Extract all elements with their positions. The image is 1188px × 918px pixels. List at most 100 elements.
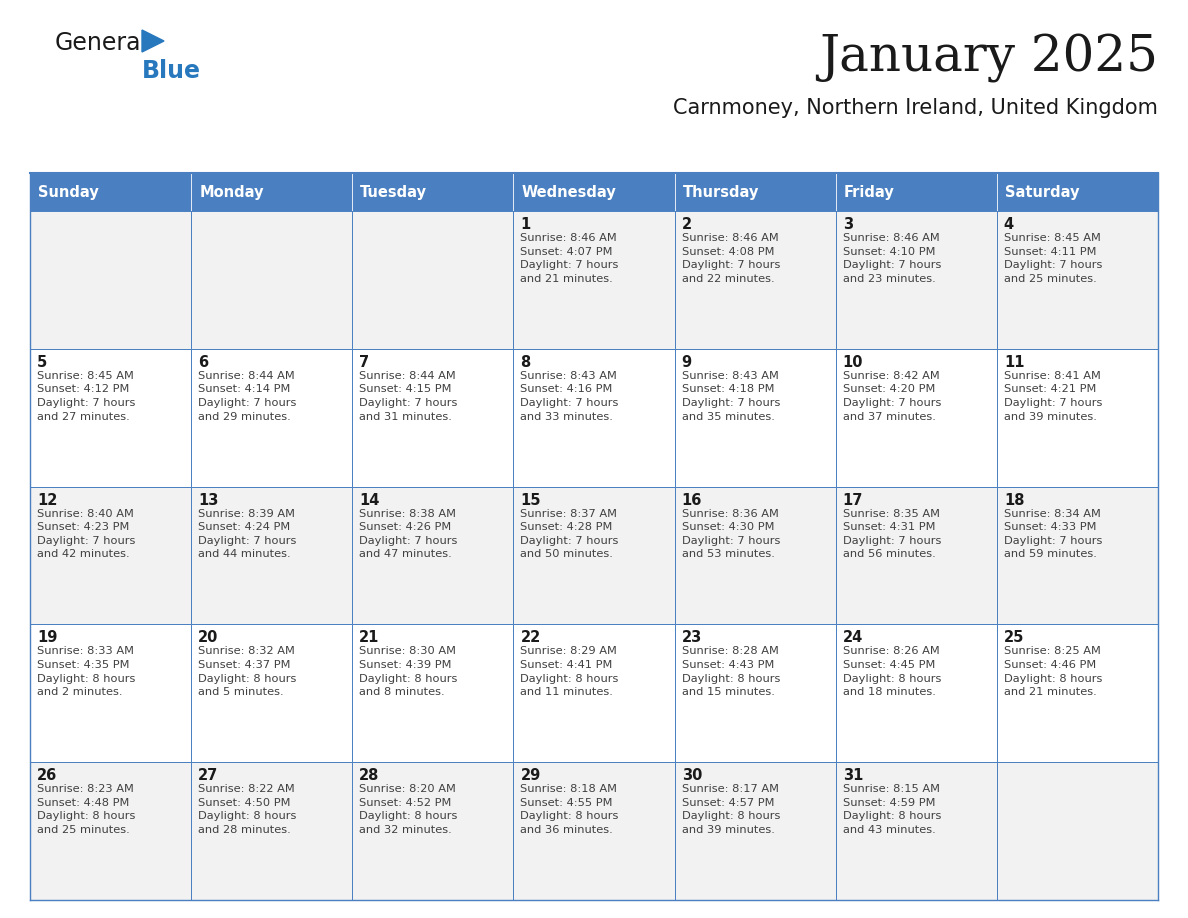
- Text: 28: 28: [359, 768, 380, 783]
- Text: 15: 15: [520, 493, 541, 508]
- Bar: [675, 487, 835, 624]
- Text: Sunrise: 8:34 AM
Sunset: 4:33 PM
Daylight: 7 hours
and 59 minutes.: Sunrise: 8:34 AM Sunset: 4:33 PM Dayligh…: [1004, 509, 1102, 559]
- Bar: [30, 762, 191, 900]
- Text: Sunday: Sunday: [38, 185, 99, 199]
- Text: Sunrise: 8:23 AM
Sunset: 4:48 PM
Daylight: 8 hours
and 25 minutes.: Sunrise: 8:23 AM Sunset: 4:48 PM Dayligh…: [37, 784, 135, 835]
- Text: 11: 11: [1004, 354, 1024, 370]
- Bar: [30, 211, 191, 349]
- Bar: [30, 624, 191, 762]
- Text: 29: 29: [520, 768, 541, 783]
- Bar: [30, 349, 191, 487]
- Text: 13: 13: [198, 493, 219, 508]
- Bar: [353, 349, 513, 487]
- Text: Sunrise: 8:15 AM
Sunset: 4:59 PM
Daylight: 8 hours
and 43 minutes.: Sunrise: 8:15 AM Sunset: 4:59 PM Dayligh…: [842, 784, 941, 835]
- Text: Sunrise: 8:22 AM
Sunset: 4:50 PM
Daylight: 8 hours
and 28 minutes.: Sunrise: 8:22 AM Sunset: 4:50 PM Dayligh…: [198, 784, 297, 835]
- Bar: [997, 624, 1158, 762]
- Text: Friday: Friday: [843, 185, 895, 199]
- Bar: [513, 211, 675, 349]
- Text: General: General: [55, 31, 148, 55]
- Text: 19: 19: [37, 631, 57, 645]
- Text: Sunrise: 8:35 AM
Sunset: 4:31 PM
Daylight: 7 hours
and 56 minutes.: Sunrise: 8:35 AM Sunset: 4:31 PM Dayligh…: [842, 509, 941, 559]
- Text: 25: 25: [1004, 631, 1024, 645]
- Bar: [191, 173, 353, 211]
- Text: Sunrise: 8:26 AM
Sunset: 4:45 PM
Daylight: 8 hours
and 18 minutes.: Sunrise: 8:26 AM Sunset: 4:45 PM Dayligh…: [842, 646, 941, 697]
- Text: 30: 30: [682, 768, 702, 783]
- Bar: [835, 487, 997, 624]
- Text: 22: 22: [520, 631, 541, 645]
- Text: 16: 16: [682, 493, 702, 508]
- Text: 31: 31: [842, 768, 864, 783]
- Text: Sunrise: 8:41 AM
Sunset: 4:21 PM
Daylight: 7 hours
and 39 minutes.: Sunrise: 8:41 AM Sunset: 4:21 PM Dayligh…: [1004, 371, 1102, 421]
- Text: Thursday: Thursday: [683, 185, 759, 199]
- Bar: [513, 349, 675, 487]
- Text: 12: 12: [37, 493, 57, 508]
- Bar: [353, 762, 513, 900]
- Bar: [191, 762, 353, 900]
- Text: Sunrise: 8:46 AM
Sunset: 4:07 PM
Daylight: 7 hours
and 21 minutes.: Sunrise: 8:46 AM Sunset: 4:07 PM Dayligh…: [520, 233, 619, 284]
- Text: 7: 7: [359, 354, 369, 370]
- Text: Sunrise: 8:40 AM
Sunset: 4:23 PM
Daylight: 7 hours
and 42 minutes.: Sunrise: 8:40 AM Sunset: 4:23 PM Dayligh…: [37, 509, 135, 559]
- Text: 9: 9: [682, 354, 691, 370]
- Bar: [675, 762, 835, 900]
- Text: 3: 3: [842, 217, 853, 232]
- Bar: [835, 349, 997, 487]
- Bar: [30, 173, 191, 211]
- Text: 5: 5: [37, 354, 48, 370]
- Bar: [30, 487, 191, 624]
- Text: Sunrise: 8:38 AM
Sunset: 4:26 PM
Daylight: 7 hours
and 47 minutes.: Sunrise: 8:38 AM Sunset: 4:26 PM Dayligh…: [359, 509, 457, 559]
- Bar: [675, 173, 835, 211]
- Text: Blue: Blue: [143, 59, 201, 83]
- Bar: [675, 624, 835, 762]
- Bar: [835, 762, 997, 900]
- Text: Sunrise: 8:44 AM
Sunset: 4:14 PM
Daylight: 7 hours
and 29 minutes.: Sunrise: 8:44 AM Sunset: 4:14 PM Dayligh…: [198, 371, 297, 421]
- Text: Sunrise: 8:36 AM
Sunset: 4:30 PM
Daylight: 7 hours
and 53 minutes.: Sunrise: 8:36 AM Sunset: 4:30 PM Dayligh…: [682, 509, 781, 559]
- Text: 26: 26: [37, 768, 57, 783]
- Bar: [353, 211, 513, 349]
- Text: 8: 8: [520, 354, 531, 370]
- Text: 6: 6: [198, 354, 208, 370]
- Bar: [513, 487, 675, 624]
- Bar: [191, 349, 353, 487]
- Text: 24: 24: [842, 631, 862, 645]
- Bar: [353, 173, 513, 211]
- Text: Sunrise: 8:43 AM
Sunset: 4:18 PM
Daylight: 7 hours
and 35 minutes.: Sunrise: 8:43 AM Sunset: 4:18 PM Dayligh…: [682, 371, 781, 421]
- Text: Sunrise: 8:37 AM
Sunset: 4:28 PM
Daylight: 7 hours
and 50 minutes.: Sunrise: 8:37 AM Sunset: 4:28 PM Dayligh…: [520, 509, 619, 559]
- Text: Sunrise: 8:29 AM
Sunset: 4:41 PM
Daylight: 8 hours
and 11 minutes.: Sunrise: 8:29 AM Sunset: 4:41 PM Dayligh…: [520, 646, 619, 697]
- Text: Tuesday: Tuesday: [360, 185, 428, 199]
- Bar: [835, 211, 997, 349]
- Bar: [191, 211, 353, 349]
- Text: Sunrise: 8:45 AM
Sunset: 4:11 PM
Daylight: 7 hours
and 25 minutes.: Sunrise: 8:45 AM Sunset: 4:11 PM Dayligh…: [1004, 233, 1102, 284]
- Text: Sunrise: 8:28 AM
Sunset: 4:43 PM
Daylight: 8 hours
and 15 minutes.: Sunrise: 8:28 AM Sunset: 4:43 PM Dayligh…: [682, 646, 781, 697]
- Text: January 2025: January 2025: [819, 33, 1158, 83]
- Bar: [191, 487, 353, 624]
- Bar: [675, 349, 835, 487]
- Text: Sunrise: 8:33 AM
Sunset: 4:35 PM
Daylight: 8 hours
and 2 minutes.: Sunrise: 8:33 AM Sunset: 4:35 PM Dayligh…: [37, 646, 135, 697]
- Text: Sunrise: 8:17 AM
Sunset: 4:57 PM
Daylight: 8 hours
and 39 minutes.: Sunrise: 8:17 AM Sunset: 4:57 PM Dayligh…: [682, 784, 781, 835]
- Text: Sunrise: 8:18 AM
Sunset: 4:55 PM
Daylight: 8 hours
and 36 minutes.: Sunrise: 8:18 AM Sunset: 4:55 PM Dayligh…: [520, 784, 619, 835]
- Bar: [997, 487, 1158, 624]
- Text: Sunrise: 8:45 AM
Sunset: 4:12 PM
Daylight: 7 hours
and 27 minutes.: Sunrise: 8:45 AM Sunset: 4:12 PM Dayligh…: [37, 371, 135, 421]
- Text: 14: 14: [359, 493, 380, 508]
- Text: Sunrise: 8:46 AM
Sunset: 4:08 PM
Daylight: 7 hours
and 22 minutes.: Sunrise: 8:46 AM Sunset: 4:08 PM Dayligh…: [682, 233, 781, 284]
- Text: 20: 20: [198, 631, 219, 645]
- Text: Sunrise: 8:25 AM
Sunset: 4:46 PM
Daylight: 8 hours
and 21 minutes.: Sunrise: 8:25 AM Sunset: 4:46 PM Dayligh…: [1004, 646, 1102, 697]
- Text: 27: 27: [198, 768, 219, 783]
- Text: Sunrise: 8:30 AM
Sunset: 4:39 PM
Daylight: 8 hours
and 8 minutes.: Sunrise: 8:30 AM Sunset: 4:39 PM Dayligh…: [359, 646, 457, 697]
- Text: Wednesday: Wednesday: [522, 185, 617, 199]
- Bar: [997, 762, 1158, 900]
- Text: Carnmoney, Northern Ireland, United Kingdom: Carnmoney, Northern Ireland, United King…: [674, 98, 1158, 118]
- Text: Sunrise: 8:32 AM
Sunset: 4:37 PM
Daylight: 8 hours
and 5 minutes.: Sunrise: 8:32 AM Sunset: 4:37 PM Dayligh…: [198, 646, 297, 697]
- Text: 17: 17: [842, 493, 864, 508]
- Bar: [997, 211, 1158, 349]
- Text: Sunrise: 8:44 AM
Sunset: 4:15 PM
Daylight: 7 hours
and 31 minutes.: Sunrise: 8:44 AM Sunset: 4:15 PM Dayligh…: [359, 371, 457, 421]
- Polygon shape: [143, 30, 164, 52]
- Text: 18: 18: [1004, 493, 1024, 508]
- Bar: [513, 173, 675, 211]
- Text: Sunrise: 8:43 AM
Sunset: 4:16 PM
Daylight: 7 hours
and 33 minutes.: Sunrise: 8:43 AM Sunset: 4:16 PM Dayligh…: [520, 371, 619, 421]
- Bar: [835, 173, 997, 211]
- Text: Sunrise: 8:42 AM
Sunset: 4:20 PM
Daylight: 7 hours
and 37 minutes.: Sunrise: 8:42 AM Sunset: 4:20 PM Dayligh…: [842, 371, 941, 421]
- Text: 23: 23: [682, 631, 702, 645]
- Bar: [675, 211, 835, 349]
- Bar: [191, 624, 353, 762]
- Text: 1: 1: [520, 217, 531, 232]
